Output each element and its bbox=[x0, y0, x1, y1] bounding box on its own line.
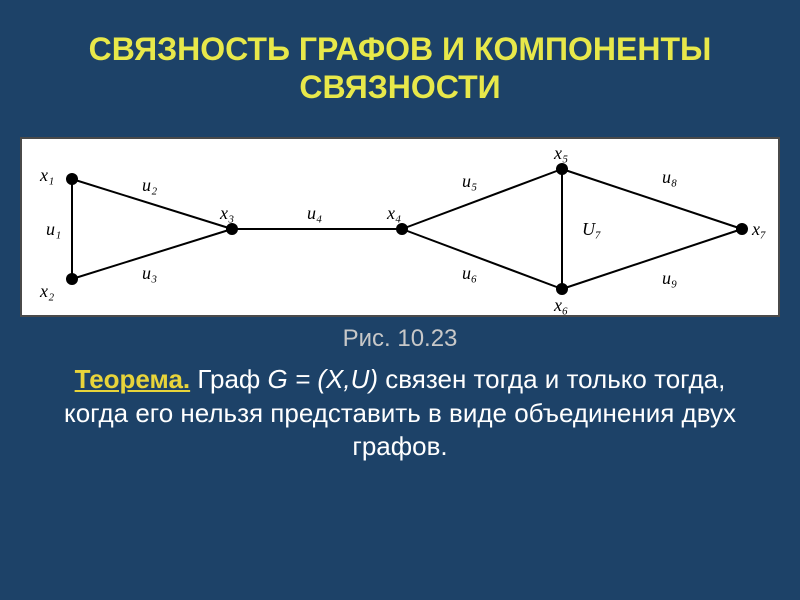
graph-node bbox=[66, 173, 78, 185]
edge-label: u₁ bbox=[46, 219, 61, 239]
theorem-formula: G = (X,U) bbox=[268, 364, 379, 394]
node-label: x₁ bbox=[39, 165, 54, 185]
figure-caption: Рис. 10.23 bbox=[343, 325, 458, 353]
edge-label: u₈ bbox=[662, 167, 677, 187]
node-label: x₂ bbox=[39, 281, 54, 301]
theorem-label: Теорема. bbox=[75, 364, 191, 394]
graph-edge bbox=[402, 229, 562, 289]
edge-label: u₄ bbox=[307, 203, 322, 223]
edge-label: u₅ bbox=[462, 171, 477, 191]
graph-node bbox=[66, 273, 78, 285]
title-line-1: СВЯЗНОСТЬ ГРАФОВ И КОМПОНЕНТЫ bbox=[89, 31, 712, 67]
node-label: x₆ bbox=[553, 295, 568, 315]
theorem-text: Теорема. Граф G = (X,U) связен тогда и т… bbox=[0, 363, 800, 464]
graph-diagram: u₁ u₂ u₃ u₄ u₅ u₆ U₇ u₈ u₉ x₁ x₂ x₃ x₄ x₅ x₆ x₇ bbox=[22, 139, 782, 319]
node-label: x₇ bbox=[751, 219, 766, 239]
theorem-part-1: Граф bbox=[190, 364, 267, 394]
graph-edge bbox=[402, 169, 562, 229]
edge-label: u₂ bbox=[142, 175, 157, 195]
edge-label: U₇ bbox=[582, 219, 601, 239]
graph-node bbox=[396, 223, 408, 235]
graph-node bbox=[556, 283, 568, 295]
node-label: x₃ bbox=[219, 203, 234, 223]
graph-node bbox=[556, 163, 568, 175]
edge-label: u₆ bbox=[462, 263, 477, 283]
graph-figure: u₁ u₂ u₃ u₄ u₅ u₆ U₇ u₈ u₉ x₁ x₂ x₃ x₄ x₅ x₆ x₇ bbox=[20, 137, 780, 317]
edge-label: u₃ bbox=[142, 263, 157, 283]
title-line-2: СВЯЗНОСТИ bbox=[299, 69, 500, 105]
graph-node bbox=[226, 223, 238, 235]
node-label: x₅ bbox=[553, 143, 568, 163]
node-label: x₄ bbox=[386, 203, 401, 223]
graph-node bbox=[736, 223, 748, 235]
slide-title: СВЯЗНОСТЬ ГРАФОВ И КОМПОНЕНТЫ СВЯЗНОСТИ bbox=[89, 30, 712, 107]
edge-label: u₉ bbox=[662, 268, 677, 288]
